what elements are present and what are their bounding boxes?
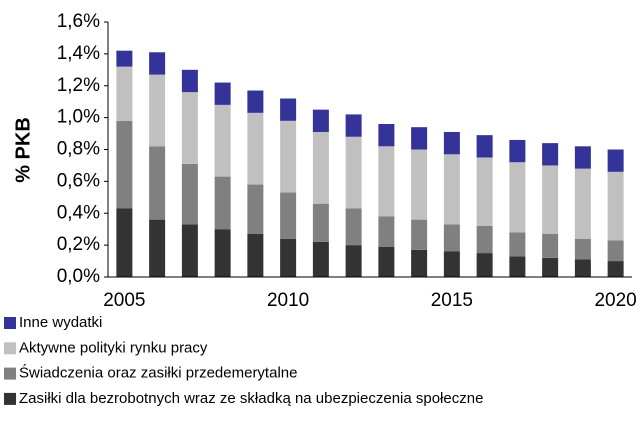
- y-tick-label: 1,2%: [57, 75, 100, 96]
- bar-segment: [312, 131, 329, 204]
- bar-segment: [411, 219, 428, 250]
- bar-segment: [214, 82, 231, 105]
- bar-segment: [247, 233, 264, 277]
- bar-segment: [116, 50, 133, 67]
- y-tick-label: 0,6%: [57, 170, 100, 191]
- bar-segment: [443, 131, 460, 155]
- bar-segment: [214, 104, 231, 177]
- bar-segment: [214, 229, 231, 277]
- bar-segment: [247, 90, 264, 113]
- bar-segment: [345, 114, 362, 137]
- bar-segment: [476, 157, 493, 226]
- bar-segment: [574, 168, 591, 239]
- bar-segment: [509, 256, 526, 277]
- bar-segment: [607, 261, 624, 277]
- bar-segment: [607, 240, 624, 262]
- bar-segment: [280, 238, 297, 277]
- y-tick-label: 1,0%: [57, 107, 100, 128]
- bar-segment: [214, 176, 231, 230]
- y-axis-title: % PKB: [12, 117, 34, 183]
- legend-label: Świadczenia oraz zasiłki przedemerytalne: [19, 364, 297, 382]
- bar-segment: [574, 238, 591, 260]
- bar-segment: [247, 184, 264, 234]
- bar-segment: [476, 135, 493, 158]
- bar-segment: [181, 163, 198, 225]
- bar-segment: [378, 216, 395, 247]
- bar-segment: [280, 120, 297, 193]
- legend-label: Zasiłki dla bezrobotnych wraz ze składką…: [19, 390, 483, 407]
- bar-segment: [149, 146, 166, 220]
- bar-segment: [149, 52, 166, 75]
- bar-segment: [181, 92, 198, 164]
- bar-segment: [476, 226, 493, 254]
- y-tick-label: 0,4%: [57, 202, 100, 223]
- legend-swatch: [4, 367, 16, 380]
- x-tick-label: 2010: [267, 290, 309, 311]
- bar-segment: [574, 259, 591, 277]
- bar-segment: [443, 224, 460, 252]
- bar-segment: [411, 149, 428, 220]
- bar-segment: [509, 139, 526, 163]
- bar-segment: [181, 69, 198, 93]
- x-tick-label: 2005: [103, 290, 145, 311]
- bar-segment: [181, 224, 198, 277]
- bar-segment: [280, 98, 297, 121]
- legend-swatch: [4, 317, 16, 329]
- bar-segment: [476, 253, 493, 277]
- bar-segment: [509, 232, 526, 257]
- y-tick-label: 0,8%: [57, 139, 100, 160]
- bar-segment: [345, 245, 362, 277]
- bar-segment: [411, 249, 428, 277]
- bar-segment: [443, 154, 460, 225]
- y-tick-label: 1,4%: [57, 43, 100, 64]
- bar-segment: [149, 74, 166, 147]
- bar-segment: [607, 171, 624, 241]
- bar-segment: [378, 124, 395, 147]
- x-tick-label: 2015: [431, 290, 473, 311]
- bar-segment: [280, 192, 297, 239]
- legend-label: Inne wydatki: [19, 314, 102, 331]
- bar-segment: [542, 257, 559, 277]
- y-tick-label: 0,2%: [57, 234, 100, 255]
- bar-segment: [116, 66, 133, 121]
- y-tick-label: 0,0%: [57, 266, 100, 287]
- bar-segment: [607, 149, 624, 172]
- bar-segment: [116, 120, 133, 209]
- bar-segment: [116, 208, 133, 277]
- y-tick-label: 1,6%: [57, 11, 100, 32]
- bar-segment: [345, 136, 362, 209]
- bar-segment: [509, 162, 526, 233]
- bar-segment: [542, 165, 559, 234]
- bar-segment: [378, 146, 395, 217]
- bar-segment: [378, 246, 395, 277]
- legend-swatch: [4, 342, 16, 355]
- bar-segment: [312, 241, 329, 277]
- bar-segment: [247, 112, 264, 185]
- legend-swatch: [4, 392, 16, 405]
- legend-label: Aktywne polityki rynku pracy: [19, 339, 208, 356]
- bar-segment: [312, 203, 329, 242]
- bar-segment: [411, 127, 428, 150]
- bar-segment: [345, 208, 362, 246]
- bar-segment: [443, 251, 460, 277]
- bar-segment: [149, 219, 166, 277]
- bar-segment: [542, 233, 559, 258]
- x-tick-label: 2020: [594, 290, 636, 311]
- bar-segment: [312, 109, 329, 132]
- bar-segment: [574, 146, 591, 169]
- bar-segment: [542, 143, 559, 166]
